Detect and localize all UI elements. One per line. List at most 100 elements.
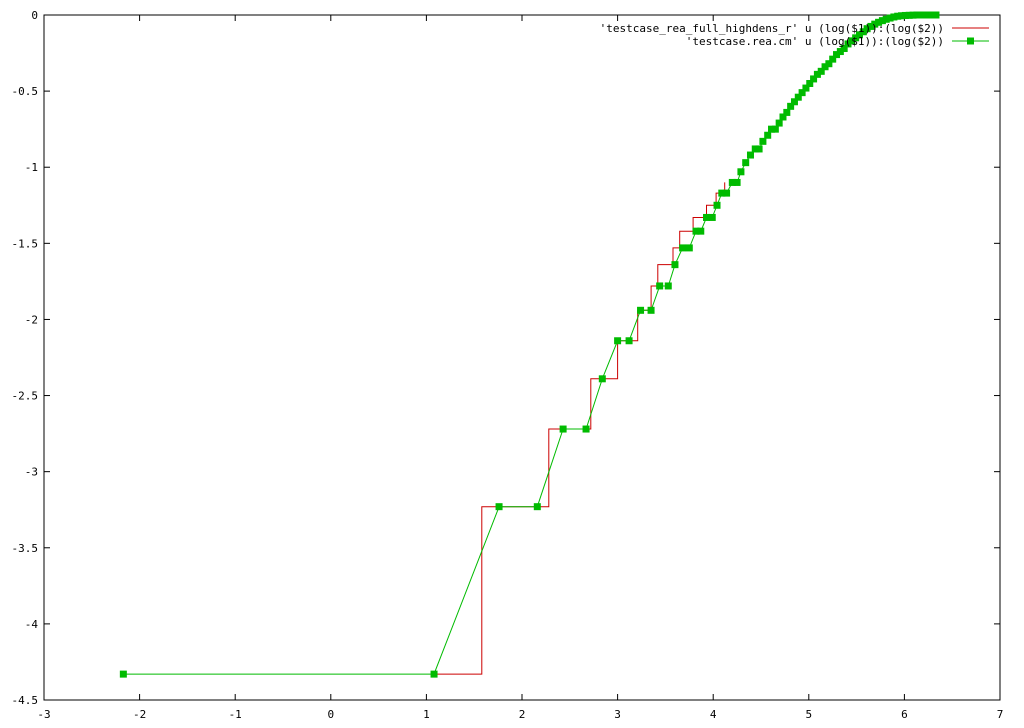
- y-tick-label: -1: [25, 161, 38, 174]
- y-tick-label: -3: [25, 466, 38, 479]
- series-layer: [119, 11, 940, 678]
- series-point: [692, 227, 700, 235]
- series-point: [840, 44, 848, 52]
- y-tick-label: -4: [25, 618, 39, 631]
- series-point: [598, 375, 606, 383]
- y-tick-label: 0: [31, 9, 38, 22]
- series-point: [821, 63, 829, 71]
- series-point: [882, 15, 890, 23]
- series-point: [728, 178, 736, 186]
- x-tick-label: 7: [997, 708, 1004, 721]
- series-point: [582, 425, 590, 433]
- series-point: [901, 11, 909, 19]
- series-point: [836, 48, 844, 56]
- series-point: [806, 80, 814, 87]
- series-point: [746, 151, 754, 159]
- series-point: [875, 18, 883, 26]
- y-tick-label: -2.5: [12, 390, 39, 403]
- series-point: [867, 22, 875, 30]
- series-point: [817, 67, 825, 75]
- x-tick-label: 5: [805, 708, 812, 721]
- legend-label-2: 'testcase.rea.cm' u (log($1)):(log($2)): [686, 35, 944, 48]
- series-point: [559, 425, 567, 433]
- series-point: [813, 70, 821, 78]
- series-point: [833, 51, 841, 59]
- axes: -3 -2 -1 0 1 2 3 4 5 6 7 0 -0.5 -1 -1.5 -2 -2.5 -3 -3.5 -4 -…: [12, 9, 1004, 721]
- series-point: [829, 55, 837, 63]
- series-point: [928, 11, 936, 19]
- series-point: [924, 11, 932, 19]
- x-tick-label: 6: [901, 708, 908, 721]
- legend: 'testcase_rea_full_highdens_r' u (log($1…: [600, 22, 989, 48]
- series-point: [671, 261, 679, 269]
- x-tick-label: 1: [423, 708, 430, 721]
- series-point: [787, 102, 795, 110]
- x-tick-label: -2: [133, 708, 146, 721]
- series-point: [825, 60, 833, 68]
- series-point: [913, 11, 921, 19]
- series-point: [119, 670, 127, 678]
- series-point: [625, 337, 633, 345]
- series-point: [810, 75, 818, 83]
- series-point: [664, 282, 672, 290]
- series-point: [533, 503, 541, 511]
- series-point: [771, 125, 779, 133]
- series-point: [852, 34, 860, 42]
- series-point: [755, 145, 763, 153]
- series-point: [886, 14, 894, 22]
- x-tick-label: 2: [519, 708, 526, 721]
- series-point: [430, 670, 438, 678]
- series-point: [742, 159, 750, 167]
- series-point: [723, 189, 731, 197]
- series-point: [802, 84, 810, 92]
- series-point: [703, 213, 711, 221]
- series-point: [768, 125, 776, 133]
- series-point: [783, 108, 791, 116]
- series-point: [844, 40, 852, 48]
- series-point: [890, 13, 898, 21]
- series-point: [794, 93, 802, 101]
- series-point: [718, 189, 726, 197]
- x-tick-label: 0: [327, 708, 334, 721]
- series-point: [898, 12, 906, 20]
- series-point: [614, 337, 622, 345]
- series-point: [920, 11, 928, 19]
- series-point: [679, 244, 687, 252]
- legend-marker-2: [967, 37, 974, 45]
- series-point: [775, 119, 783, 127]
- series-point: [637, 306, 645, 314]
- series-point: [894, 12, 902, 20]
- series-point: [647, 306, 655, 314]
- y-tick-label: -2: [25, 313, 38, 326]
- series-point: [759, 137, 767, 145]
- y-tick-label: -1.5: [12, 237, 39, 250]
- series-point: [863, 25, 871, 33]
- series-point: [656, 282, 664, 290]
- series-point: [733, 178, 741, 186]
- series-point: [751, 145, 759, 153]
- x-tick-label: 4: [710, 708, 717, 721]
- legend-label-1: 'testcase_rea_full_highdens_r' u (log($1…: [600, 22, 944, 35]
- series-point: [495, 503, 503, 511]
- series-point: [917, 11, 925, 19]
- series-point: [713, 201, 721, 209]
- series-point: [708, 213, 716, 221]
- y-tick-label: -4.5: [12, 694, 39, 707]
- series-point: [697, 227, 705, 235]
- series-point: [685, 244, 693, 252]
- y-tick-label: -3.5: [12, 542, 39, 555]
- series-point: [859, 28, 867, 36]
- series-point: [790, 98, 798, 106]
- x-tick-label: 3: [614, 708, 621, 721]
- y-tick-label: -0.5: [12, 85, 39, 98]
- series-point: [848, 37, 856, 45]
- series-point: [878, 17, 886, 25]
- x-tick-label: -3: [37, 708, 50, 721]
- series-point: [932, 11, 940, 19]
- series-point: [909, 11, 917, 19]
- series-point: [871, 20, 879, 28]
- series-point: [737, 168, 745, 176]
- series-point: [779, 113, 787, 121]
